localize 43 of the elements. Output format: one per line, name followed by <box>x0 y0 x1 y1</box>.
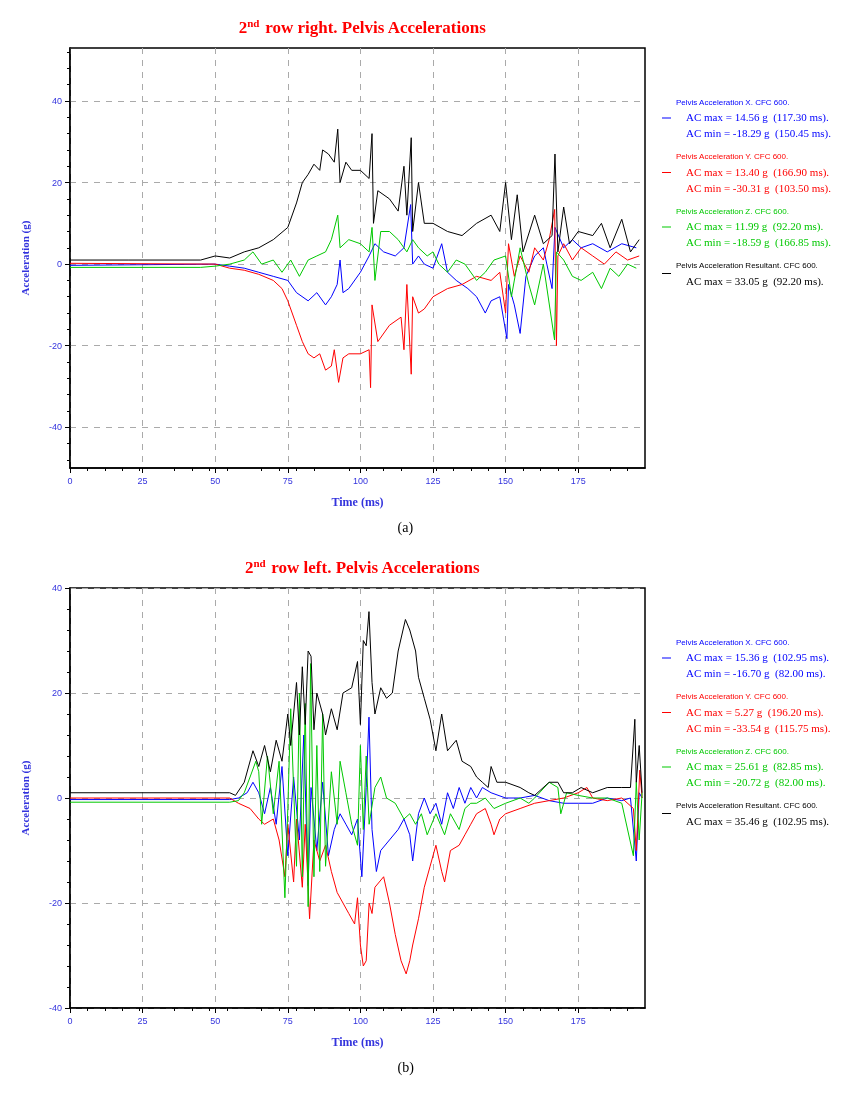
x-axis-title: Time (ms) <box>331 495 384 509</box>
legend-label: Pelvis Acceleration X. CFC 600. AC max = 14.56 g (117.30 ms). AC min = -18.29 g (150.45 ms). <box>676 97 832 140</box>
legend-label: Pelvis Acceleration Z. CFC 600. AC max = 25.61 g (82.85 ms). AC min = -20.72 g (82.00 ms). <box>676 746 826 789</box>
x-tick-label: 50 <box>210 475 221 486</box>
x-tick-label: 25 <box>137 1015 148 1026</box>
x-tick-label: 75 <box>282 475 293 486</box>
y-tick-label: 20 <box>51 688 62 698</box>
x-axis-title: Time (ms) <box>331 1035 384 1049</box>
x-tick-label: 175 <box>570 475 586 486</box>
legend-label: Pelvis Acceleration Z. CFC 600. AC max = 11.99 g (92.20 ms). AC min = -18.59 g (166.85 ms). <box>676 206 832 249</box>
x-tick-label: 100 <box>352 1015 368 1026</box>
legend-label: Pelvis Acceleration Resultant. CFC 600. AC max = 35.46 g (102.95 ms). <box>676 801 830 828</box>
x-tick-label: 75 <box>282 1015 293 1026</box>
legend-label: Pelvis Acceleration X. CFC 600. AC max = 15.36 g (102.95 ms). AC min = -16.70 g (82.00 ms). <box>676 637 830 680</box>
text: (a) <box>397 519 414 536</box>
x-tick-label: 50 <box>210 1015 221 1026</box>
y-tick-label: 0 <box>56 793 62 803</box>
y-tick-label: 0 <box>56 259 62 270</box>
x-tick-label: 125 <box>425 1015 441 1026</box>
line-series <box>69 208 640 389</box>
line-series <box>69 663 643 908</box>
x-tick-label: 100 <box>352 475 368 486</box>
y-tick-label: -20 <box>48 340 62 351</box>
x-tick-label: 125 <box>425 475 441 486</box>
legend-label: Pelvis Acceleration Y. CFC 600. AC max = 13.40 g (166.90 ms). AC min = -30.31 g (103.50 ms). <box>676 152 832 195</box>
y-axis-title: Acceleration (g) <box>18 760 32 836</box>
x-tick-label: 150 <box>498 475 514 486</box>
y-tick-label: -20 <box>48 898 62 908</box>
legend-label: Pelvis Acceleration Resultant. CFC 600. AC max = 33.05 g (92.20 ms). <box>676 261 824 288</box>
x-tick-label: 0 <box>67 475 73 486</box>
line-series <box>69 769 643 975</box>
legend-label: Pelvis Acceleration Y. CFC 600. AC max = 5.27 g (196.20 ms). AC min = -33.54 g (115.75 ms). <box>676 692 831 735</box>
text: (b) <box>397 1059 415 1076</box>
y-tick-label: 20 <box>51 177 62 188</box>
x-tick-label: 150 <box>498 1015 514 1026</box>
x-tick-label: 0 <box>67 1015 73 1026</box>
x-tick-label: 25 <box>137 475 148 486</box>
y-tick-label: 40 <box>51 583 62 593</box>
y-tick-label: 40 <box>51 96 62 107</box>
y-tick-label: -40 <box>48 1003 62 1013</box>
x-tick-label: 175 <box>570 1015 586 1026</box>
y-axis-title: Acceleration (g) <box>18 220 32 296</box>
y-tick-label: -40 <box>48 422 62 433</box>
